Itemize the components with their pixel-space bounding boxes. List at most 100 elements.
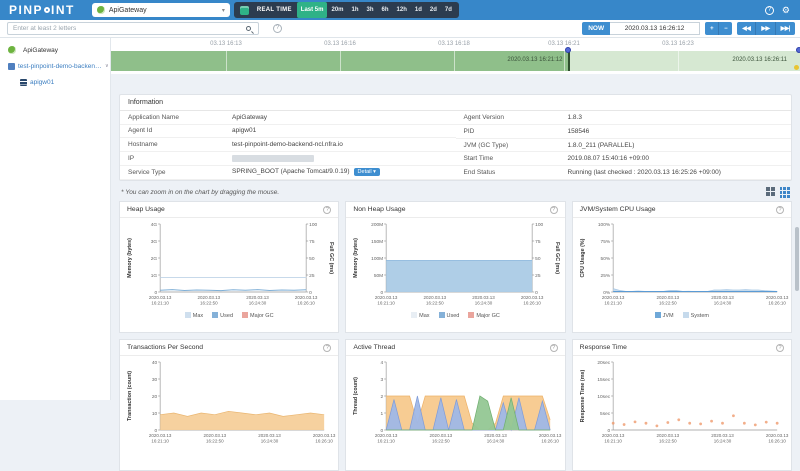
info-row-value: apigw01 [224,124,456,138]
sidebar-item-host[interactable]: test-pinpoint-demo-backend-... ∨ [0,58,110,74]
timeline-end-pin-icon[interactable] [796,47,800,53]
settings-gear-icon[interactable]: ⚙ [782,6,790,15]
sidebar-item-application[interactable]: ApiGateway [0,42,110,58]
info-row-label: End Status [456,166,560,180]
time-range-6h[interactable]: 6h [378,2,393,18]
realtime-button[interactable]: REAL TIME [257,7,292,13]
help-icon[interactable]: ? [550,206,558,214]
info-row-value: 2019.08.07 15:40:16 +09:00 [560,152,792,166]
legend-item[interactable]: System [683,312,709,319]
svg-text:50: 50 [535,255,541,261]
help-icon[interactable]: ? [776,344,784,352]
svg-text:20sec: 20sec [597,359,610,365]
info-row-value: 1.8.0_211 (PARALLEL) [560,138,792,152]
datetime-input[interactable] [610,22,700,35]
timeline-start-pin-icon[interactable] [565,47,571,53]
timeline-bar[interactable]: 2020.03.13 16:21:12 2020.03.13 16:26:11 [111,51,800,71]
zoom-in-button[interactable]: + [705,22,719,35]
info-row-label: Hostname [120,138,224,152]
zoom-hint-note: * You can zoom in on the chart by draggi… [121,189,279,196]
help-icon[interactable]: ? [550,344,558,352]
time-range-7d[interactable]: 7d [441,2,456,18]
timeline-selection-marker[interactable] [568,51,570,71]
info-row-label: Start Time [456,152,560,166]
zoom-out-button[interactable]: − [719,22,732,35]
grid-2x2-layout-icon[interactable] [766,187,775,197]
vertical-scrollbar[interactable] [795,227,799,291]
layout-switcher [766,187,790,197]
time-range-20m[interactable]: 20m [327,2,347,18]
info-row-value: 158546 [560,124,792,138]
zoom-button-group: + − [705,22,732,35]
time-range-1h[interactable]: 1h [348,2,363,18]
info-row-label: Agent Version [456,111,560,124]
svg-text:Response Time (ms): Response Time (ms) [580,369,586,422]
search-icon[interactable] [246,26,251,31]
legend-item[interactable]: Major GC [468,312,500,319]
now-datetime-group: NOW [582,22,700,35]
legend-item[interactable]: Max [411,312,429,319]
grid-3x3-layout-icon[interactable] [780,187,790,197]
legend-swatch-icon [185,312,191,318]
collapse-chevron-icon[interactable]: ∨ [105,63,109,69]
legend-item[interactable]: Major GC [242,312,274,319]
time-range-3h[interactable]: 3h [363,2,378,18]
chart-title: Active Thread [353,344,395,351]
search-input[interactable] [8,25,246,32]
time-range-last-5m[interactable]: Last 5m [297,2,328,18]
skip-to-end-icon[interactable]: ▶▶| [776,22,795,35]
legend-item[interactable]: Used [212,312,233,319]
svg-text:Full GC (ms): Full GC (ms) [554,242,560,274]
svg-text:75%: 75% [600,238,610,244]
info-row: JVM (GC Type)1.8.0_211 (PARALLEL) [456,138,792,152]
legend-item[interactable]: Used [439,312,460,319]
chart-header: Non Heap Usage? [346,202,564,218]
timeline-tick-label: 03.13 16:21 [548,41,580,47]
application-selector[interactable]: ApiGateway ▾ [92,3,230,17]
svg-text:10: 10 [152,410,158,416]
help-icon[interactable]: ? [765,6,774,15]
help-icon[interactable]: ? [776,206,784,214]
help-icon[interactable]: ? [323,206,331,214]
sidebar-item-agent[interactable]: apigw01 [0,74,110,90]
help-icon[interactable]: ? [323,344,331,352]
step-back-icon[interactable]: ◀◀ [737,22,756,35]
step-forward-icon[interactable]: ▶▶ [756,22,775,35]
detail-button[interactable]: Detail ▾ [354,168,380,176]
chart-header: Response Time? [573,340,791,356]
search-help-icon[interactable]: ? [273,24,282,33]
now-button[interactable]: NOW [582,22,610,35]
logo-ring-icon [44,7,50,13]
info-row-value: Running (last checked : 2020.03.13 16:25… [560,166,792,180]
legend-item[interactable]: Max [185,312,203,319]
time-range-12h[interactable]: 12h [393,2,411,18]
logo-text-right: INT [51,3,75,17]
calendar-icon[interactable] [240,6,249,15]
svg-text:75: 75 [309,238,315,244]
time-range-2d[interactable]: 2d [426,2,441,18]
legend-item[interactable]: JVM [655,312,674,319]
info-row-value: 1.8.3 [560,111,792,124]
time-range-1d[interactable]: 1d [411,2,426,18]
chart-title: Heap Usage [127,206,165,213]
legend-label: JVM [663,313,674,319]
chart-card-cpu-usage: JVM/System CPU Usage?100%75%50%25%0%CPU … [572,201,792,333]
legend-swatch-icon [212,312,218,318]
